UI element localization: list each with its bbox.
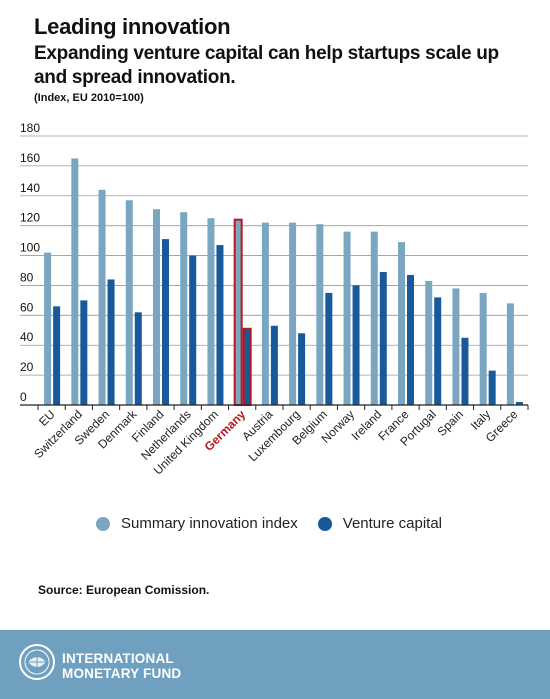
bar-summary-innovation xyxy=(398,242,405,405)
imf-seal-logo xyxy=(19,644,55,680)
bar-summary-innovation xyxy=(98,189,106,405)
legend-label-summary-innovation: Summary innovation index xyxy=(121,515,298,532)
bar-venture-capital xyxy=(434,297,442,405)
x-tick-label: Spain xyxy=(434,407,466,439)
bar-summary-innovation xyxy=(71,158,79,405)
bar-summary-innovation xyxy=(479,292,487,405)
bar-venture-capital xyxy=(352,285,360,405)
bar-venture-capital xyxy=(407,274,414,405)
chart-subtitle: Expanding venture capital can help start… xyxy=(34,43,499,88)
legend-swatch-summary-innovation xyxy=(96,516,110,531)
bar-summary-innovation xyxy=(370,231,378,405)
legend-label-venture-capital: Venture capital xyxy=(342,515,443,532)
imf-wordmark: INTERNATIONAL MONETARY FUND xyxy=(62,651,181,681)
bar-venture-capital xyxy=(134,312,142,405)
legend-swatch-venture-capital xyxy=(317,516,332,531)
bar-summary-innovation xyxy=(207,218,215,405)
bar-chart: 020406080100120140160180EUSwitzerlandSwe… xyxy=(20,121,529,478)
bar-venture-capital xyxy=(270,325,278,405)
bar-venture-capital xyxy=(216,245,224,405)
x-tick-label: EU xyxy=(36,407,58,429)
bar-venture-capital xyxy=(379,271,387,405)
y-tick-label: 80 xyxy=(20,270,34,284)
bar-venture-capital xyxy=(515,402,523,405)
bar-venture-capital xyxy=(461,337,469,405)
bar-venture-capital xyxy=(298,333,306,405)
y-tick-label: 160 xyxy=(20,151,40,165)
bar-summary-innovation xyxy=(153,209,160,405)
bar-venture-capital xyxy=(53,306,61,405)
y-tick-label: 180 xyxy=(20,121,40,135)
bar-venture-capital xyxy=(80,300,88,405)
imf-wordmark-line1: INTERNATIONAL xyxy=(62,651,174,666)
bar-summary-innovation xyxy=(452,288,460,405)
bar-summary-innovation xyxy=(44,252,52,405)
y-tick-label: 40 xyxy=(20,330,34,344)
legend-item-summary-innovation: Summary innovation index xyxy=(96,515,298,532)
chart-legend: Summary innovation index Venture capital xyxy=(96,515,462,532)
bar-summary-innovation xyxy=(289,222,297,405)
bar-venture-capital xyxy=(107,279,115,405)
chart-title: Leading innovation xyxy=(34,14,231,39)
bar-summary-innovation xyxy=(261,222,269,405)
bar-summary-innovation xyxy=(316,224,324,405)
y-tick-label: 140 xyxy=(20,181,40,195)
imf-wordmark-line2: MONETARY FUND xyxy=(62,666,182,681)
bar-venture-capital xyxy=(325,292,333,405)
bar-summary-innovation xyxy=(125,200,133,405)
bar-summary-innovation xyxy=(425,280,433,405)
y-tick-label: 60 xyxy=(20,300,34,314)
y-tick-label: 0 xyxy=(20,390,27,404)
bar-venture-capital xyxy=(488,370,496,405)
legend-item-venture-capital: Venture capital xyxy=(317,515,443,532)
y-tick-label: 20 xyxy=(20,360,34,374)
y-tick-label: 120 xyxy=(20,211,40,225)
bar-venture-capital xyxy=(162,239,169,405)
bar-venture-capital xyxy=(189,255,197,405)
chart-note: (Index, EU 2010=100) xyxy=(34,92,144,104)
y-tick-label: 100 xyxy=(20,241,40,255)
bar-summary-innovation xyxy=(233,218,243,406)
footer-bar: INTERNATIONAL MONETARY FUND xyxy=(0,630,550,699)
source-note: Source: European Comission. xyxy=(38,583,210,597)
bar-summary-innovation xyxy=(180,212,188,405)
bar-summary-innovation xyxy=(343,231,351,405)
bar-summary-innovation xyxy=(506,303,514,405)
bar-venture-capital xyxy=(242,327,252,406)
